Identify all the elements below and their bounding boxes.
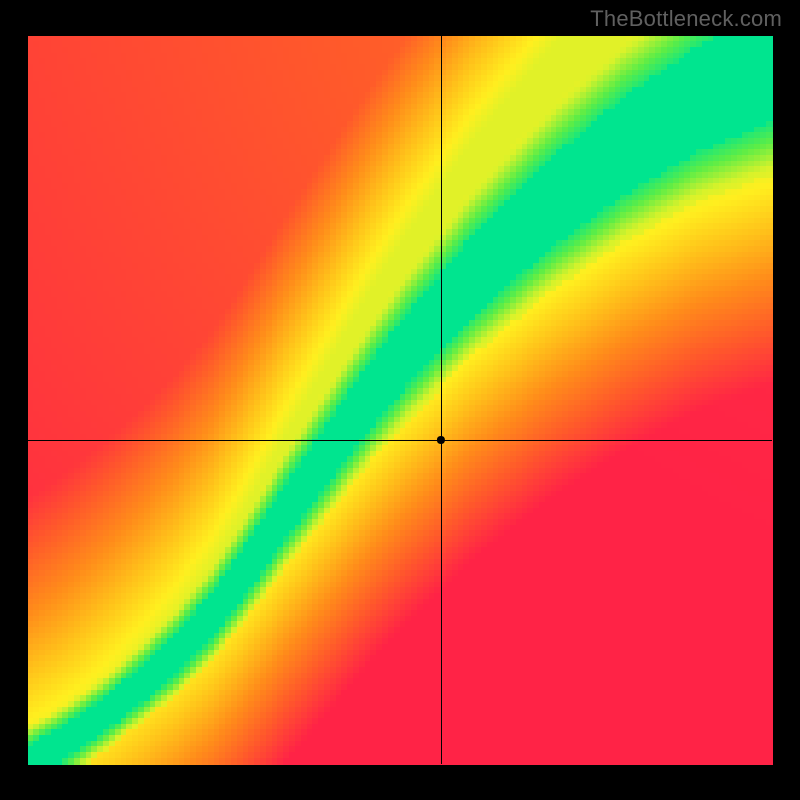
chart-wrapper: TheBottleneck.com bbox=[0, 0, 800, 800]
bottleneck-heatmap-canvas bbox=[0, 0, 800, 800]
watermark-text: TheBottleneck.com bbox=[590, 6, 782, 32]
